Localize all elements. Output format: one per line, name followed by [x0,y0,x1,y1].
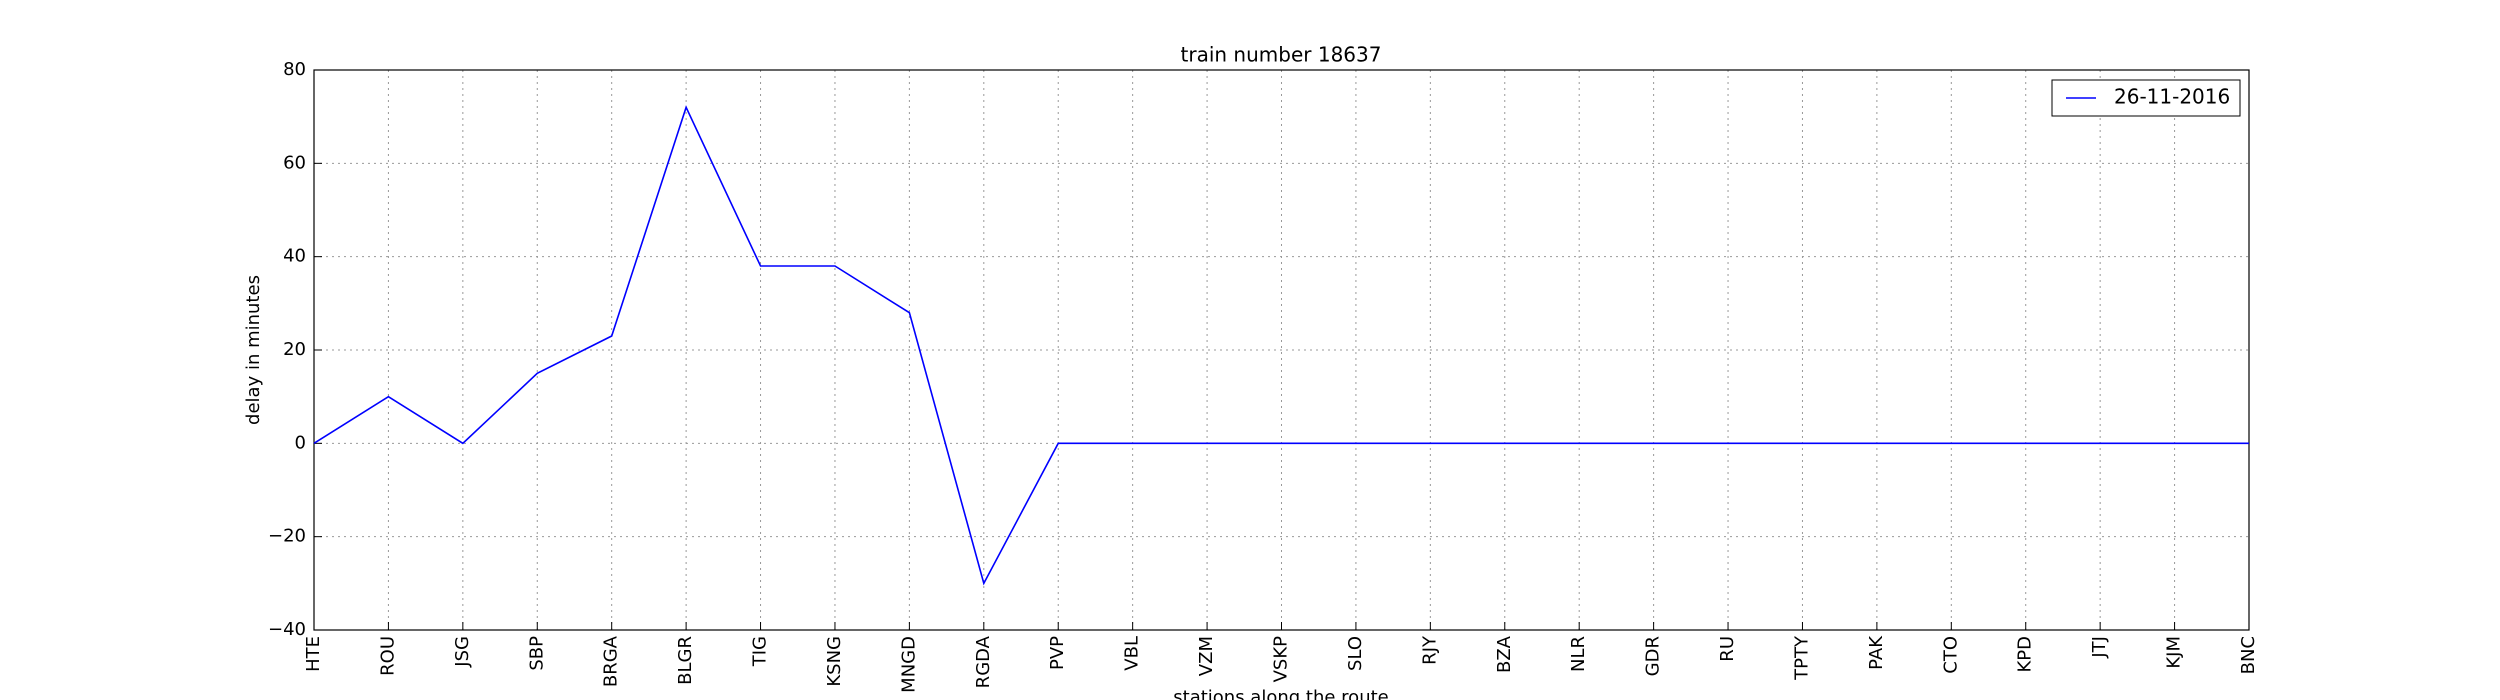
x-tick-label: BZA [1494,635,1515,673]
x-tick-label: TIG [750,636,771,667]
x-tick-label: SBP [526,636,547,671]
x-tick-label: PAK [1866,635,1887,670]
x-tick-label: RJY [1419,635,1440,665]
x-tick-label: KSNG [824,636,845,687]
x-tick-label: CTO [1940,636,1961,674]
x-tick-label: ROU [377,636,398,676]
x-tick-label: SLO [1345,636,1366,671]
x-tick-label: MNGD [898,636,919,693]
y-tick-label: 40 [283,246,306,267]
x-tick-label: JSG [452,636,473,668]
y-tick-label: −40 [268,619,306,640]
y-tick-label: 0 [295,432,306,453]
y-tick-label: −20 [268,526,306,547]
x-tick-label: VZM [1196,636,1217,676]
x-tick-label: TPTY [1791,635,1812,681]
x-tick-label: RGDA [973,635,994,688]
x-tick-label: VBL [1122,636,1143,671]
y-axis-label: delay in minutes [243,275,264,425]
y-tick-label: 80 [283,59,306,80]
x-tick-label: BNC [2238,636,2259,674]
data-line [313,105,2249,586]
x-tick-label: BLGR [675,636,696,685]
x-tick-label: HTE [303,636,324,672]
x-tick-label: JTJ [2089,636,2110,659]
legend-label: 26-11-2016 [2114,85,2230,109]
chart-title: train number 18637 [1181,43,1382,67]
x-tick-label: BRGA [601,635,622,687]
y-tick-label: 20 [283,339,306,360]
plot-frame [313,69,2250,631]
x-tick-label: PVP [1047,636,1068,670]
y-tick-label: 60 [283,152,306,173]
x-axis-label: stations along the route [1173,687,1388,700]
x-tick-label: GDR [1643,636,1664,676]
x-tick-label: KJM [2164,636,2185,669]
x-tick-label: VSKP [1271,636,1292,683]
x-tick-label: NLR [1568,636,1589,672]
x-tick-label: RU [1717,636,1738,662]
x-tick-label: KPD [2015,636,2036,673]
